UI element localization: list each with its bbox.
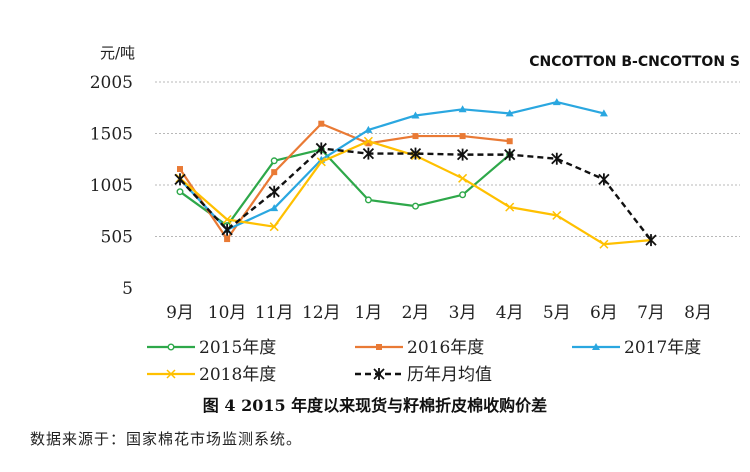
series: [177, 120, 513, 243]
series-line: [179, 122, 510, 241]
x-tick-label: 4月: [496, 303, 524, 323]
data-point: [269, 222, 279, 232]
legend-item: 2015年度: [147, 338, 276, 358]
data-point: [316, 157, 326, 167]
x-tick-label: 9月: [166, 303, 194, 323]
x-tick-label: 1月: [354, 303, 382, 323]
data-point: [177, 166, 183, 173]
x-tick-label: 6月: [590, 303, 618, 323]
series-line: [179, 100, 605, 231]
series-lines: [174, 98, 657, 249]
data-point: [364, 125, 373, 133]
x-tick-label: 7月: [637, 303, 665, 323]
data-point: [505, 202, 515, 212]
data-point: [458, 173, 468, 183]
data-point: [592, 343, 600, 350]
legend-item: 历年月均值: [355, 365, 492, 385]
data-point: [365, 140, 372, 147]
data-point: [505, 109, 514, 117]
data-point: [506, 138, 513, 145]
x-tick-label: 10月: [208, 303, 247, 323]
data-point: [318, 120, 325, 127]
figure-caption: 图 4 2015 年度以来现货与籽棉折皮棉收购价差: [202, 396, 548, 415]
data-point: [412, 202, 420, 210]
data-point: [411, 111, 420, 119]
legend-label: 2015年度: [199, 338, 276, 358]
x-tick-label: 12月: [302, 303, 341, 323]
legend-label: 2016年度: [407, 338, 484, 358]
legend-label: 2018年度: [199, 365, 276, 385]
data-point: [166, 369, 176, 379]
data-point: [364, 196, 372, 204]
legend-item: 2017年度: [572, 338, 701, 358]
data-point: [409, 147, 422, 160]
series: [174, 142, 657, 247]
data-point: [315, 142, 327, 155]
y-tick-label: 1505: [90, 125, 133, 145]
data-point: [362, 147, 375, 160]
data-point: [174, 173, 186, 186]
y-axis-unit-label: 元/吨: [100, 44, 135, 62]
data-point: [459, 133, 466, 140]
data-point: [552, 210, 562, 220]
data-point: [645, 234, 657, 247]
data-point: [459, 191, 467, 199]
data-point: [224, 236, 231, 243]
data-point: [271, 169, 278, 176]
data-point: [221, 223, 233, 236]
source-note: 数据来源于：国家棉花市场监测系统。: [30, 430, 303, 448]
data-point: [599, 109, 608, 117]
data-point: [373, 368, 385, 380]
data-point: [268, 185, 280, 198]
data-point: [363, 136, 373, 146]
data-point: [376, 344, 382, 350]
legend: 2015年度 2016年度 2017年度 2018年度 历年月均值: [147, 338, 701, 385]
data-point: [412, 133, 419, 140]
chart-title: CNCOTTON B-CNCOTTON S: [529, 54, 740, 70]
data-point: [222, 214, 232, 225]
data-point: [551, 152, 563, 165]
legend-item: 2018年度: [147, 365, 276, 385]
x-tick-label: 2月: [402, 303, 430, 323]
x-tick-label: 3月: [449, 303, 477, 323]
x-tick-label: 5月: [543, 303, 571, 323]
data-point: [552, 98, 561, 106]
data-point: [456, 148, 469, 161]
data-point: [599, 239, 609, 249]
data-point: [458, 105, 467, 113]
legend-label: 历年月均值: [407, 365, 492, 385]
data-point: [270, 204, 279, 212]
x-tick-label: 8月: [684, 303, 712, 323]
x-tick-label: 11月: [255, 303, 294, 323]
legend-item: 2016年度: [355, 338, 484, 358]
data-point: [270, 157, 278, 165]
y-tick-label: 5: [122, 279, 133, 299]
data-point: [504, 148, 516, 161]
y-tick-label: 2005: [90, 73, 133, 93]
axis-labels: 5 505 1005 1505 2005 9月 10月 11月 12月 1月 2月 3月 4月 5月 6月 7…: [90, 73, 712, 323]
gridlines: [155, 81, 740, 237]
data-point: [598, 173, 610, 186]
legend-label: 2017年度: [624, 338, 701, 358]
data-point: [167, 343, 175, 351]
y-tick-label: 1005: [90, 176, 133, 196]
y-tick-label: 505: [101, 228, 133, 248]
data-point: [176, 188, 184, 196]
series-line: [179, 148, 511, 227]
